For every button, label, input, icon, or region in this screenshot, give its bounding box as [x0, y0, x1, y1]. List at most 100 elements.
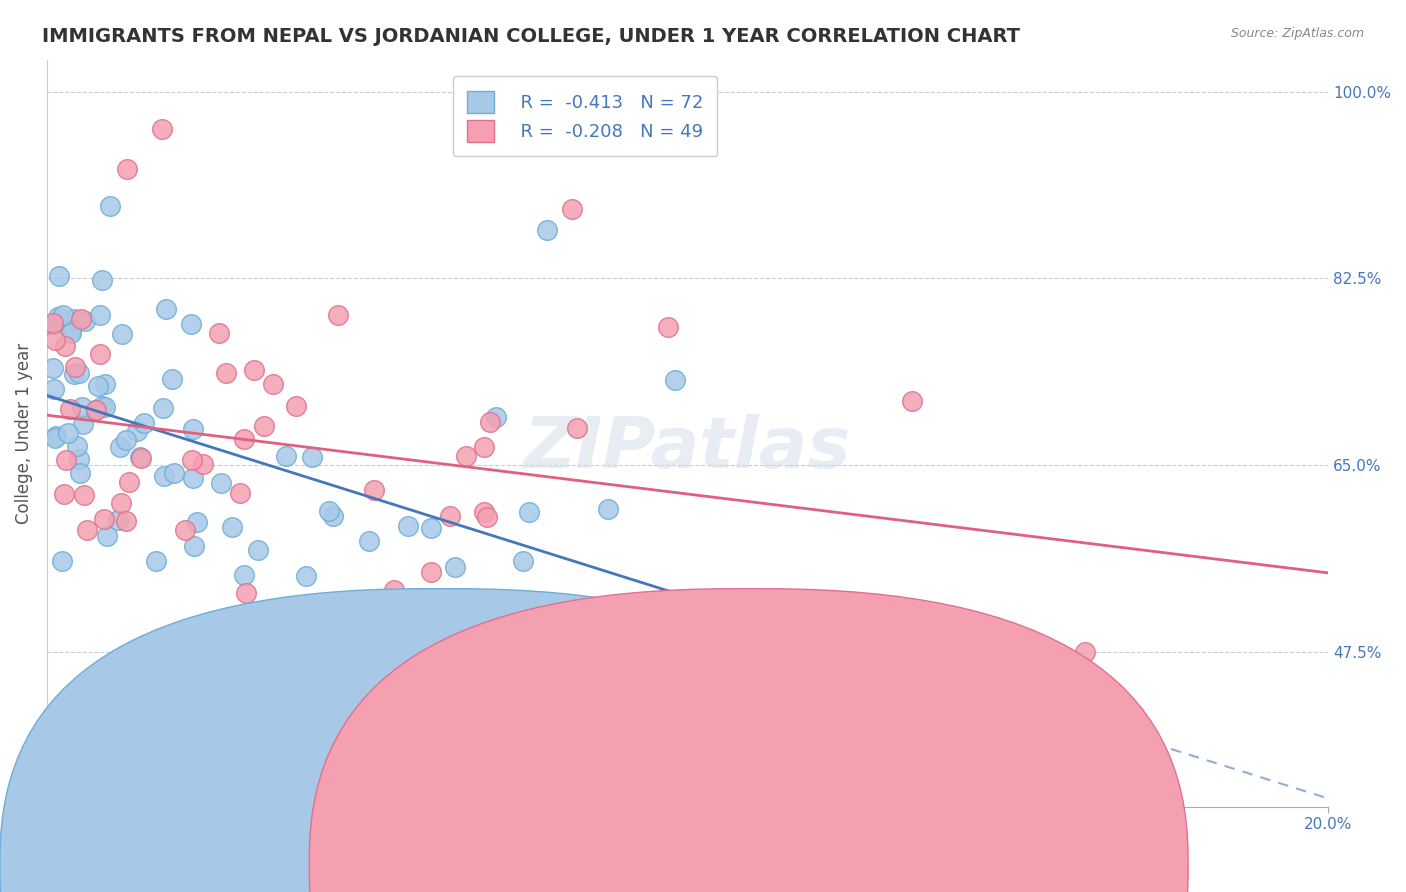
Point: [145, 554, 167, 568]
Point: [180, 453, 202, 467]
Point: [115, 162, 138, 177]
Point: [53, 339, 76, 353]
Point: [52, 487, 75, 501]
Point: [262, 376, 284, 391]
Text: Source: ZipAtlas.com: Source: ZipAtlas.com: [1230, 27, 1364, 40]
Text: ZIPatlas: ZIPatlas: [524, 414, 851, 483]
Point: [180, 317, 202, 331]
Point: [52, 308, 75, 322]
Point: [42, 316, 65, 330]
Point: [596, 501, 619, 516]
Point: [209, 476, 232, 491]
Point: [472, 505, 495, 519]
Point: [472, 440, 495, 454]
Point: [67, 452, 90, 467]
Point: [454, 449, 477, 463]
Point: [93, 512, 115, 526]
Point: [186, 515, 208, 529]
Point: [72, 417, 94, 432]
Point: [295, 569, 318, 583]
Point: [301, 450, 323, 464]
Point: [108, 440, 131, 454]
Point: [420, 521, 443, 535]
Point: [664, 373, 686, 387]
Point: [44, 333, 66, 347]
Point: [517, 505, 540, 519]
Point: [48, 268, 70, 283]
Point: [89, 347, 111, 361]
Point: [84, 403, 107, 417]
Point: [94, 376, 117, 391]
Point: [162, 466, 184, 480]
Point: [900, 394, 922, 409]
Point: [1073, 645, 1095, 659]
Point: [60, 326, 83, 340]
Point: [56, 425, 79, 440]
Point: [318, 504, 340, 518]
Point: [485, 409, 508, 424]
Point: [160, 371, 183, 385]
Point: [152, 401, 174, 416]
Point: [128, 450, 150, 465]
Point: [89, 308, 111, 322]
Point: [363, 483, 385, 497]
Point: [98, 199, 121, 213]
Point: [233, 568, 256, 582]
Point: [127, 425, 149, 439]
Point: [357, 533, 380, 548]
Point: [253, 418, 276, 433]
Point: [221, 520, 243, 534]
Point: [657, 319, 679, 334]
Point: [305, 704, 328, 718]
Point: [208, 326, 231, 340]
Point: [65, 360, 87, 375]
Point: [69, 311, 91, 326]
Point: [111, 326, 134, 341]
Point: [63, 367, 86, 381]
Legend:   R =  -0.413   N = 72,   R =  -0.208   N = 49: R = -0.413 N = 72, R = -0.208 N = 49: [453, 76, 717, 156]
Point: [444, 560, 467, 574]
Point: [575, 654, 598, 668]
Point: [153, 468, 176, 483]
Point: [173, 523, 195, 537]
Point: [75, 314, 97, 328]
Point: [150, 122, 173, 136]
Point: [118, 475, 141, 489]
Point: [228, 486, 250, 500]
Point: [59, 401, 82, 416]
Point: [181, 471, 204, 485]
Point: [475, 510, 498, 524]
Point: [63, 311, 86, 326]
Point: [91, 273, 114, 287]
Point: [45, 428, 67, 442]
Point: [479, 415, 502, 429]
Point: [42, 317, 65, 331]
Point: [233, 432, 256, 446]
Point: [278, 640, 301, 654]
Point: [110, 496, 132, 510]
Point: [51, 554, 73, 568]
Point: [107, 513, 129, 527]
Point: [69, 466, 91, 480]
Point: [73, 488, 96, 502]
Point: [283, 656, 305, 670]
Point: [811, 752, 834, 766]
Point: [134, 417, 156, 431]
Text: Jordanians: Jordanians: [804, 855, 883, 870]
Point: [187, 671, 209, 685]
Point: [284, 399, 307, 413]
Point: [246, 543, 269, 558]
Point: [42, 361, 65, 376]
Point: [561, 202, 583, 216]
Point: [59, 323, 82, 337]
Point: [44, 431, 66, 445]
Point: [274, 449, 297, 463]
Point: [512, 554, 534, 568]
Point: [66, 439, 89, 453]
Point: [96, 529, 118, 543]
Point: [326, 308, 349, 322]
Point: [76, 524, 98, 538]
Point: [595, 631, 617, 645]
Point: [115, 514, 138, 528]
Point: [243, 363, 266, 377]
